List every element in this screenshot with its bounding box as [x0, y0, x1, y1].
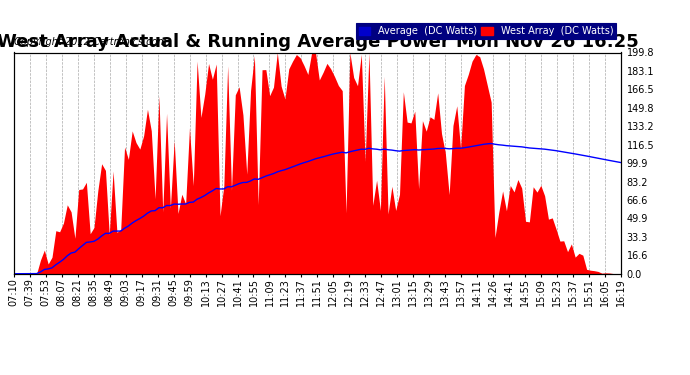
Legend: Average  (DC Watts), West Array  (DC Watts): Average (DC Watts), West Array (DC Watts… [356, 23, 616, 39]
Text: Copyright 2012 Cartronics.com: Copyright 2012 Cartronics.com [14, 37, 168, 47]
Title: West Array Actual & Running Average Power Mon Nov 26 16:25: West Array Actual & Running Average Powe… [0, 33, 638, 51]
